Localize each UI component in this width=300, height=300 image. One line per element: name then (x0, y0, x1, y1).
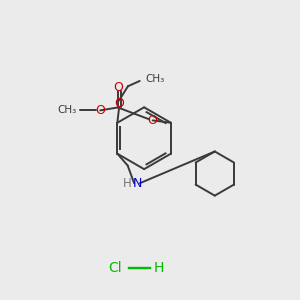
Text: O: O (95, 104, 105, 117)
Text: Cl: Cl (108, 261, 122, 275)
Text: CH₃: CH₃ (57, 105, 77, 116)
Text: O: O (148, 114, 158, 127)
Text: CH₃: CH₃ (146, 74, 165, 84)
Text: N: N (133, 177, 142, 190)
Text: H: H (154, 261, 164, 275)
Text: O: O (113, 81, 123, 94)
Text: H: H (123, 177, 132, 190)
Text: O: O (114, 98, 124, 110)
